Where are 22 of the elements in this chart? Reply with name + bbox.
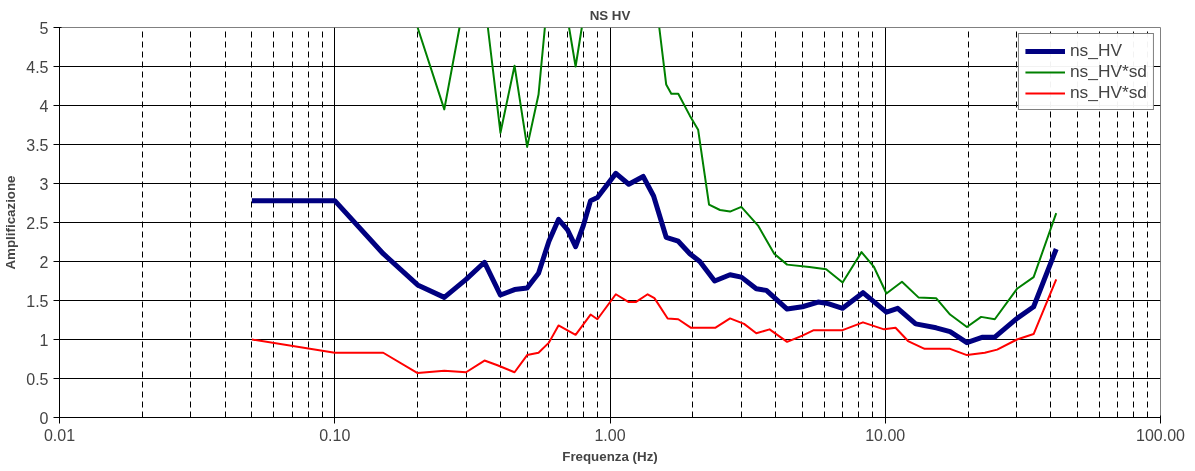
y-tick-label: 0: [39, 409, 49, 427]
y-tick-label: 3: [39, 175, 49, 193]
y-tick-label: 5: [39, 19, 49, 37]
legend-label: ns_HV*sd: [1069, 82, 1147, 103]
x-tick-label: 0.10: [319, 426, 351, 444]
y-tick-label: 2: [39, 253, 49, 271]
legend-label: ns_HV: [1069, 40, 1122, 61]
y-tick-label: 3.5: [26, 136, 49, 154]
y-tick-label: 0.5: [26, 370, 49, 388]
y-tick-label: 4.5: [26, 58, 49, 76]
y-tick-label: 2.5: [26, 214, 49, 232]
legend-label: ns_HV*sd: [1069, 61, 1147, 82]
y-tick-label: 1.5: [26, 292, 49, 310]
x-tick-label: 10.00: [865, 426, 906, 444]
y-tick-label: 1: [39, 331, 49, 349]
y-axis-title: Amplificazione: [3, 175, 19, 270]
x-axis-title: Frequenza (Hz): [562, 448, 658, 464]
chart-title: NS HV: [589, 7, 631, 23]
y-tick-label: 4: [39, 97, 49, 115]
x-tick-label: 0.01: [43, 426, 76, 444]
x-tick-label: 100.00: [1136, 426, 1186, 444]
x-tick-label: 1.00: [594, 426, 626, 444]
